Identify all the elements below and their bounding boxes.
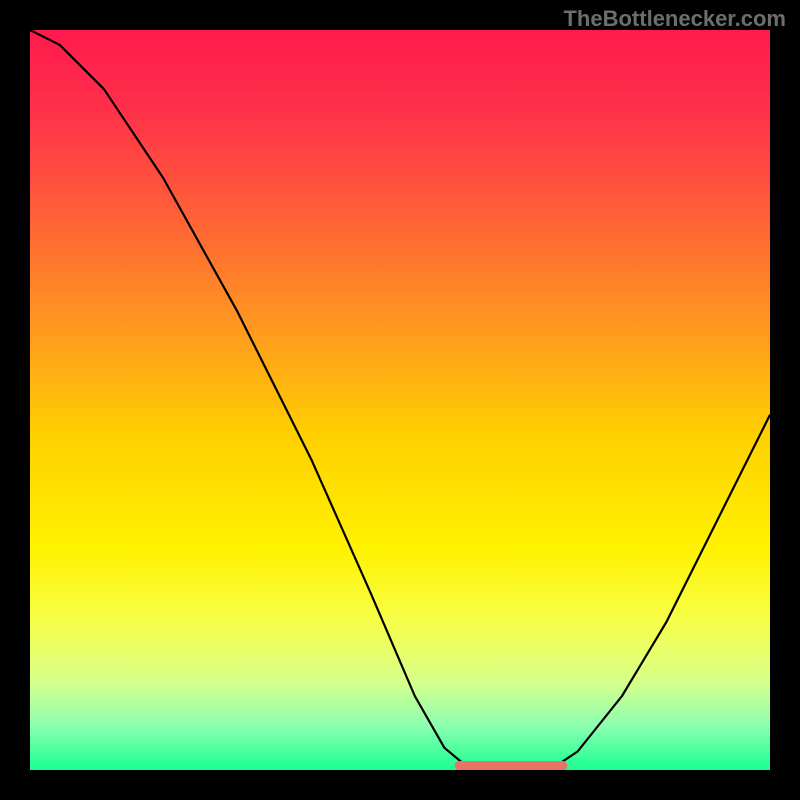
watermark-text: TheBottlenecker.com [563, 6, 786, 32]
chart-frame: TheBottlenecker.com [0, 0, 800, 800]
bottleneck-chart [30, 30, 770, 770]
